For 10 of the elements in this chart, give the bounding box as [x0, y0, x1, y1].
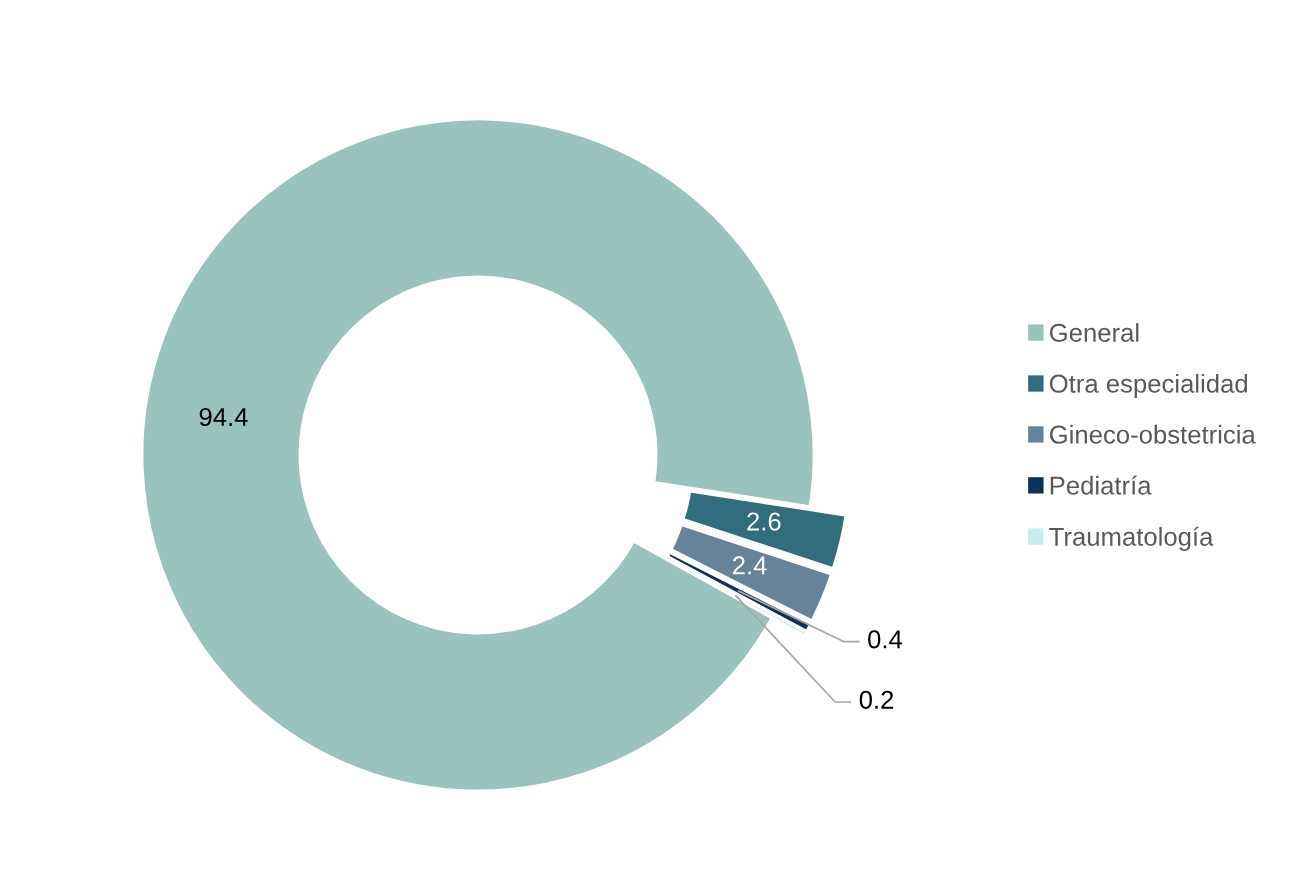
- legend-label: Pediatría: [1050, 475, 1152, 495]
- legend-label: Traumatología: [1049, 526, 1214, 551]
- data-label: 2.4: [733, 556, 767, 575]
- legend-label: Otra especialidad: [1049, 373, 1247, 398]
- data-label: 2.6: [747, 512, 781, 531]
- data-label: 0.2: [859, 690, 894, 709]
- legend-label: Gineco-obstetricia: [1049, 424, 1256, 444]
- legend-label: General: [1049, 323, 1139, 342]
- data-label: 0.4: [868, 630, 903, 649]
- data-label: 94.4: [199, 407, 248, 427]
